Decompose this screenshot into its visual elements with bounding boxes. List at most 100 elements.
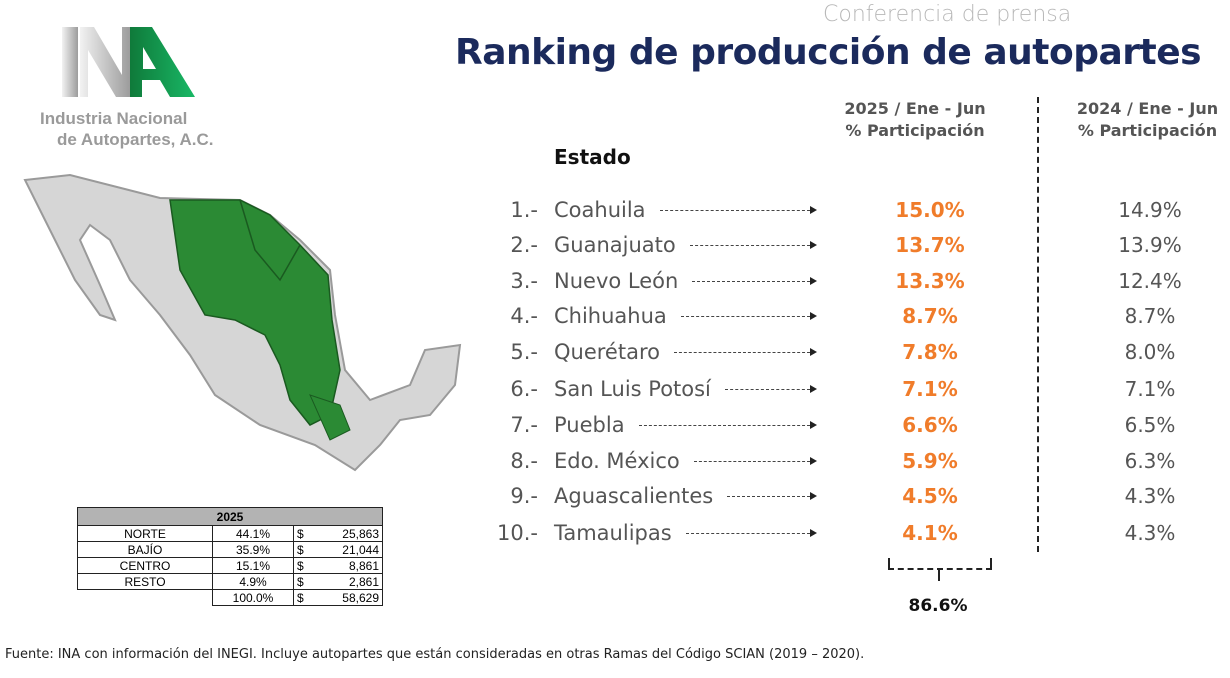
region-name: NORTE	[77, 525, 213, 542]
value-2025: 7.8%	[902, 340, 958, 364]
ina-logo	[62, 27, 195, 97]
rank-number: 7.-	[510, 413, 538, 437]
value-2025: 15.0%	[895, 198, 965, 222]
value-2024: 6.3%	[1124, 449, 1176, 473]
ranking-row: 6.- San Luis Potosí 7.1% 7.1%	[480, 374, 1230, 404]
arrow-icon	[692, 277, 817, 285]
currency-symbol: $	[297, 590, 304, 605]
state-name: Tamaulipas	[554, 521, 672, 545]
value-2025: 4.5%	[902, 484, 958, 508]
arrow-icon	[686, 529, 817, 537]
region-name: CENTRO	[77, 557, 213, 574]
region-amount: 25,863	[342, 526, 379, 541]
state-name: San Luis Potosí	[554, 377, 711, 401]
region-pct: 4.9%	[212, 573, 294, 590]
value-2025: 4.1%	[902, 521, 958, 545]
arrow-icon	[639, 421, 817, 429]
currency-symbol: $	[297, 542, 304, 557]
arrow-icon	[681, 312, 817, 320]
region-amount: 2,861	[348, 574, 379, 589]
region-table-row: NORTE 44.1% 25,863 $	[77, 525, 383, 542]
state-name: Nuevo León	[554, 269, 679, 293]
state-name: Guanajuato	[554, 233, 676, 257]
total-bracket-tick	[938, 569, 940, 581]
ranking-row: 5.- Querétaro 7.8% 8.0%	[480, 337, 1230, 367]
region-name: BAJÍO	[77, 541, 213, 558]
region-value: 21,044 $	[293, 541, 383, 558]
state-name: Coahuila	[554, 198, 646, 222]
region-table-total-row: 100.0% 58,629 $	[78, 589, 383, 606]
ranking-row: 3.- Nuevo León 13.3% 12.4%	[480, 266, 1230, 296]
rank-number: 8.-	[510, 449, 538, 473]
page-title: Ranking de producción de autopartes	[455, 32, 1202, 73]
rank-number: 3.-	[510, 269, 538, 293]
value-2025: 6.6%	[902, 413, 958, 437]
auto-states-green	[169, 199, 341, 426]
value-2024: 14.9%	[1118, 198, 1182, 222]
source-footnote: Fuente: INA con información del INEGI. I…	[5, 647, 865, 662]
region-pct: 15.1%	[212, 557, 294, 574]
rank-number: 6.-	[510, 377, 538, 401]
value-2025: 7.1%	[902, 377, 958, 401]
column-header-2024: 2024 / Ene - Jun % Participación	[1055, 98, 1230, 142]
value-2024: 8.7%	[1124, 304, 1176, 328]
state-name: Querétaro	[554, 340, 660, 364]
column-header-2024-metric: % Participación	[1077, 121, 1218, 140]
currency-symbol: $	[297, 574, 304, 589]
value-2025: 8.7%	[902, 304, 958, 328]
region-table-row: BAJÍO 35.9% 21,044 $	[77, 541, 383, 558]
region-table-row: RESTO 4.9% 2,861 $	[77, 573, 383, 590]
column-header-2025: 2025 / Ene - Jun % Participación	[820, 98, 1010, 142]
column-divider	[1037, 97, 1039, 552]
region-table-header: 2025	[77, 507, 383, 526]
total-amount: 58,629	[342, 590, 379, 605]
value-2025: 13.3%	[895, 269, 965, 293]
ranking-row: 7.- Puebla 6.6% 6.5%	[480, 410, 1230, 440]
region-value: 25,863 $	[293, 525, 383, 542]
top10-total: 86.6%	[908, 596, 968, 616]
ranking-row: 2.- Guanajuato 13.7% 13.9%	[480, 230, 1230, 260]
rank-number: 1.-	[510, 198, 538, 222]
logo-line2: de Autopartes, A.C.	[57, 130, 214, 149]
ranking-row: 8.- Edo. México 5.9% 6.3%	[480, 446, 1230, 476]
region-name: RESTO	[77, 573, 213, 590]
value-2025: 5.9%	[902, 449, 958, 473]
value-2024: 13.9%	[1118, 233, 1182, 257]
arrow-icon	[690, 241, 817, 249]
mexico-map	[23, 173, 462, 472]
ranking-row: 1.- Coahuila 15.0% 14.9%	[480, 195, 1230, 225]
total-value: 58,629 $	[293, 589, 383, 606]
arrow-icon	[727, 492, 817, 500]
region-table-row: CENTRO 15.1% 8,861 $	[77, 557, 383, 574]
state-name: Aguascalientes	[554, 484, 714, 508]
region-value: 8,861 $	[293, 557, 383, 574]
state-name: Edo. México	[554, 449, 680, 473]
value-2024: 6.5%	[1124, 413, 1176, 437]
currency-symbol: $	[297, 558, 304, 573]
region-amount: 21,044	[342, 542, 379, 557]
value-2024: 4.3%	[1124, 484, 1176, 508]
rank-number: 10.-	[497, 521, 538, 545]
rank-number: 5.-	[510, 340, 538, 364]
value-2024: 4.3%	[1124, 521, 1176, 545]
state-name: Chihuahua	[554, 304, 667, 328]
value-2024: 7.1%	[1124, 377, 1176, 401]
arrow-icon	[674, 348, 817, 356]
logo-line1: Industria Nacional	[40, 109, 188, 128]
arrow-icon	[694, 457, 817, 465]
region-pct: 35.9%	[212, 541, 294, 558]
total-bracket	[888, 558, 992, 570]
rank-number: 9.-	[510, 484, 538, 508]
region-amount: 8,861	[348, 558, 379, 573]
ranking-row: 10.- Tamaulipas 4.1% 4.3%	[480, 518, 1230, 548]
rank-number: 2.-	[510, 233, 538, 257]
region-pct: 44.1%	[212, 525, 294, 542]
logo-text: Industria Nacional de Autopartes, A.C.	[40, 108, 213, 150]
value-2025: 13.7%	[895, 233, 965, 257]
region-table: 2025 NORTE 44.1% 25,863 $ BAJÍO 35.9% 21,0…	[77, 507, 383, 606]
column-header-2025-metric: % Participación	[845, 121, 985, 140]
column-header-2025-period: 2025 / Ene - Jun	[844, 99, 986, 118]
arrow-icon	[725, 385, 817, 393]
state-name: Puebla	[554, 413, 625, 437]
region-value: 2,861 $	[293, 573, 383, 590]
